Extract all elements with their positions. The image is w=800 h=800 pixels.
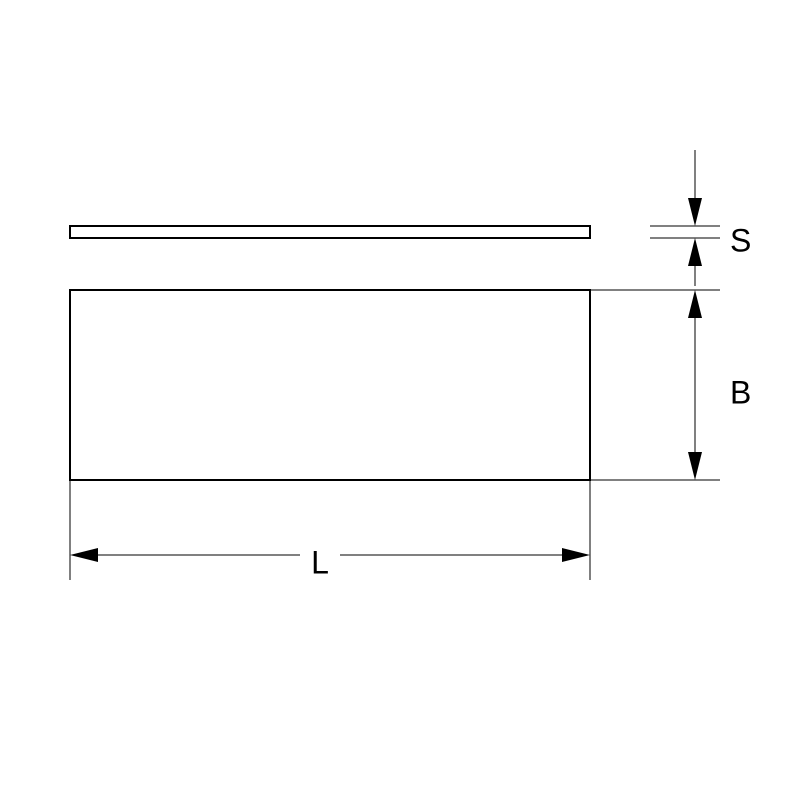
dimension-label: B bbox=[730, 374, 751, 410]
dimension-label: L bbox=[311, 544, 329, 580]
dimension-label: S bbox=[730, 222, 751, 258]
